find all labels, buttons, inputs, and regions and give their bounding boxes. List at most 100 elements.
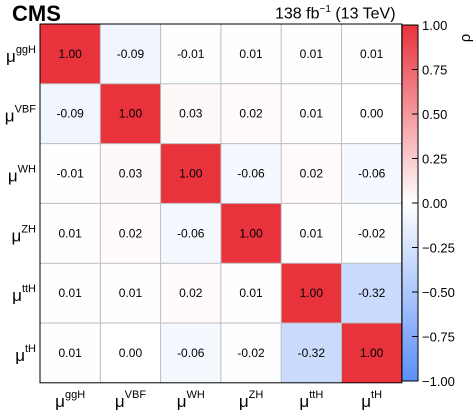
cell-value: -0.02 [358, 226, 386, 240]
x-axis-label: μttH [299, 389, 323, 410]
heatmap-cell [40, 143, 101, 204]
heatmap-cell [220, 323, 282, 383]
heatmap-cell [100, 203, 161, 264]
cell-value: -0.06 [358, 167, 386, 181]
heatmap-cell [220, 263, 282, 323]
heatmap-cell [281, 83, 342, 144]
heatmap-cell [341, 203, 402, 264]
cell-value: 1.00 [179, 167, 203, 181]
cell-value: 0.01 [300, 226, 324, 240]
y-axis-label: μWH [8, 164, 36, 186]
x-axis-labels: μggH μVBF μWH μZH μttH μtH [55, 389, 382, 410]
cell-value: 0.01 [360, 47, 384, 61]
heatmap-cell [281, 203, 342, 264]
heatmap-cell [40, 263, 101, 323]
cell-value: 1.00 [360, 346, 384, 360]
heatmap-cell [160, 323, 221, 383]
colorbar-tick-label: −0.25 [422, 241, 455, 256]
colorbar-tick-label: 0.50 [422, 107, 447, 122]
cell-value: -0.06 [177, 346, 205, 360]
cell-value: 0.01 [58, 286, 82, 300]
heatmap-cell [220, 203, 282, 264]
cell-value: -0.01 [56, 167, 84, 181]
heatmap-cell [341, 83, 402, 144]
y-axis-label: μVBF [5, 104, 36, 126]
x-axis-label: μVBF [115, 389, 146, 410]
x-axis-label: μggH [55, 389, 85, 410]
colorbar-tick-label: 0.00 [422, 196, 447, 211]
y-axis-label: μZH [12, 223, 37, 245]
cell-value: 0.02 [300, 167, 324, 181]
cell-value: 0.01 [300, 47, 324, 61]
cell-value: 0.01 [119, 286, 143, 300]
cell-value: 0.00 [119, 346, 143, 360]
colorbar-tick-label: −1.00 [422, 374, 455, 389]
colorbar-tick-label: −0.75 [422, 330, 455, 345]
heatmap-cell [160, 263, 221, 323]
cell-value: 0.00 [360, 107, 384, 121]
heatmap-cells: 1.00 -0.09 -0.01 0.01 0.01 0.01 -0.09 1.00 0.03 0… [40, 24, 402, 383]
heatmap-cell [281, 323, 342, 383]
y-axis-labels: μggH μVBF μWH μZH μttH μtH [5, 44, 36, 365]
heatmap-cell [40, 24, 101, 84]
colorbar-tick-label: −0.50 [422, 285, 455, 300]
x-axis-label: μZH [239, 389, 264, 410]
heatmap-cell [100, 24, 161, 84]
heatmap-cell [160, 24, 221, 84]
cell-value: 0.01 [239, 286, 263, 300]
cell-value: 0.01 [300, 107, 324, 121]
heatmap-cell [100, 263, 161, 323]
heatmap-cell [220, 83, 282, 144]
cell-value: 0.01 [239, 47, 263, 61]
heatmap-cell [220, 143, 282, 204]
y-axis-label: μttH [12, 283, 36, 305]
heatmap-cell [100, 83, 161, 144]
cell-value: 0.03 [119, 167, 143, 181]
heatmap-cell [160, 143, 221, 204]
cell-value: 1.00 [119, 107, 143, 121]
cell-value: 0.01 [58, 346, 82, 360]
colorbar-tick-label: 1.00 [422, 18, 447, 33]
cell-value: 1.00 [239, 226, 263, 240]
luminosity-label: 138 fb−1 (13 TeV) [275, 4, 396, 23]
colorbar-ticks: 1.00 0.75 0.50 0.25 0.00 −0.25 −0.50 −0.75 −1.00 [412, 18, 455, 389]
cell-value: -0.01 [177, 47, 205, 61]
x-axis-label: μWH [177, 389, 205, 410]
heatmap-cell [40, 83, 101, 144]
heatmap-grid [40, 24, 402, 383]
heatmap-cell [341, 24, 402, 84]
y-axis-label: μtH [15, 343, 36, 365]
cell-value: 1.00 [58, 47, 82, 61]
cell-value: 0.03 [179, 107, 203, 121]
cell-value: 0.02 [239, 107, 263, 121]
luminosity-exponent: −1 [319, 4, 331, 15]
heatmap-cell [220, 24, 282, 84]
heatmap-cell [40, 203, 101, 264]
cell-value: 0.02 [119, 226, 143, 240]
heatmap-cell [160, 203, 221, 264]
heatmap-cell [281, 263, 342, 323]
heatmap-cell [100, 323, 161, 383]
heatmap-cell [341, 263, 402, 323]
cell-value: 0.01 [58, 226, 82, 240]
heatmap-cell [40, 323, 101, 383]
heatmap-cell [281, 143, 342, 204]
cell-value: -0.02 [237, 346, 265, 360]
luminosity-value: 138 fb [275, 5, 320, 23]
cell-value: 1.00 [300, 286, 324, 300]
colorbar-tick-label: 0.25 [422, 152, 447, 167]
cell-value: -0.32 [298, 346, 326, 360]
heatmap-cell [100, 143, 161, 204]
heatmap-cell [281, 24, 342, 84]
cell-value: -0.09 [117, 47, 145, 61]
experiment-label: CMS [12, 1, 61, 26]
cell-value: 0.02 [179, 286, 203, 300]
heatmap-cell [341, 143, 402, 204]
heatmap-cell [160, 83, 221, 144]
colorbar-label: ρ [457, 34, 474, 43]
cell-value: -0.06 [237, 167, 265, 181]
colorbar-tick-label: 0.75 [422, 63, 447, 78]
x-axis-label: μtH [361, 389, 382, 410]
cell-value: -0.09 [56, 107, 84, 121]
